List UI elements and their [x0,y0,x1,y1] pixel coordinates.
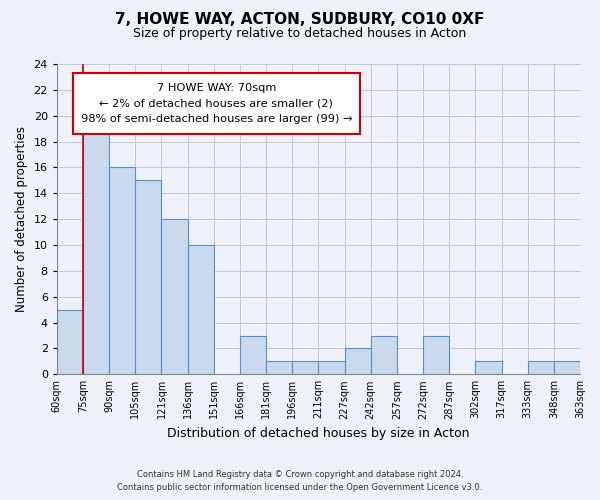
Bar [344,348,371,374]
Text: 7 HOWE WAY: 70sqm
← 2% of detached houses are smaller (2)
98% of semi-detached h: 7 HOWE WAY: 70sqm ← 2% of detached house… [80,83,352,124]
Bar [475,362,502,374]
X-axis label: Distribution of detached houses by size in Acton: Distribution of detached houses by size … [167,427,470,440]
Bar [57,310,83,374]
Bar [83,116,109,374]
Bar [109,168,136,374]
Text: 7, HOWE WAY, ACTON, SUDBURY, CO10 0XF: 7, HOWE WAY, ACTON, SUDBURY, CO10 0XF [115,12,485,28]
Bar [188,245,214,374]
Bar [266,362,292,374]
Text: Size of property relative to detached houses in Acton: Size of property relative to detached ho… [133,28,467,40]
Bar [527,362,554,374]
Y-axis label: Number of detached properties: Number of detached properties [15,126,28,312]
Bar [423,336,449,374]
Bar [161,219,188,374]
FancyBboxPatch shape [73,74,360,134]
Bar [136,180,161,374]
Bar [554,362,580,374]
Text: Contains HM Land Registry data © Crown copyright and database right 2024.
Contai: Contains HM Land Registry data © Crown c… [118,470,482,492]
Bar [319,362,344,374]
Bar [371,336,397,374]
Bar [292,362,319,374]
Bar [240,336,266,374]
